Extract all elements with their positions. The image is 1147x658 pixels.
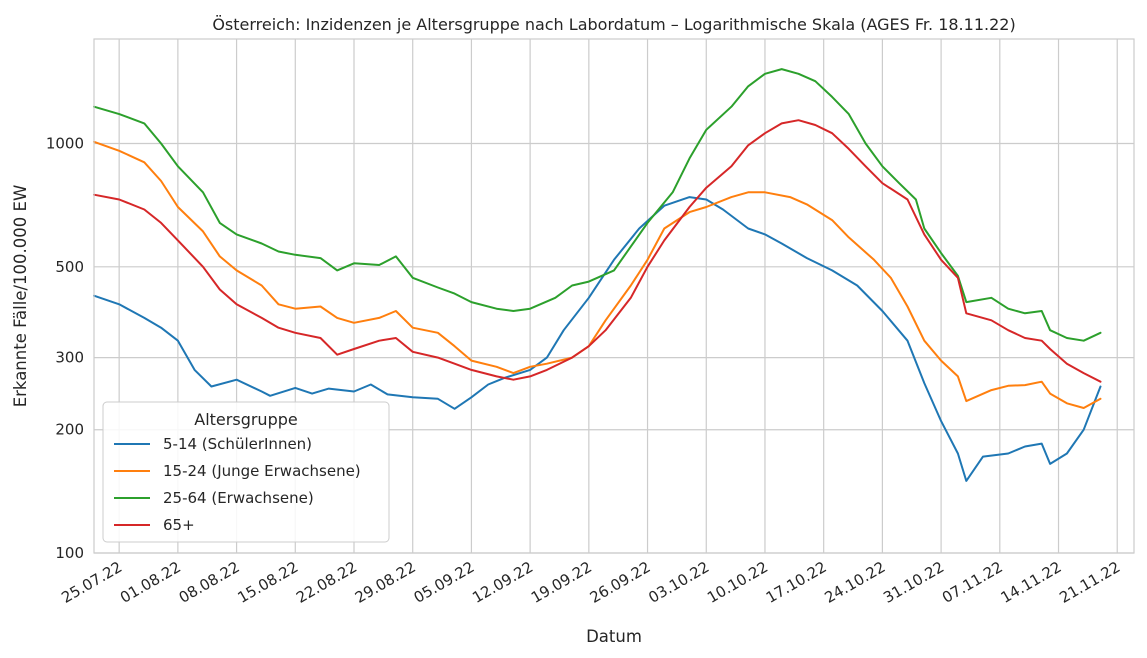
y-tick-label: 200 bbox=[55, 421, 84, 439]
x-tick-label: 24.10.22 bbox=[822, 558, 889, 607]
legend-label: 65+ bbox=[163, 516, 195, 534]
x-tick-labels: 25.07.2201.08.2208.08.2215.08.2222.08.22… bbox=[58, 558, 1123, 607]
x-axis-title: Datum bbox=[586, 627, 642, 646]
x-tick-label: 14.11.22 bbox=[998, 558, 1065, 607]
x-tick-label: 17.10.22 bbox=[763, 558, 830, 607]
y-tick-label: 300 bbox=[55, 349, 84, 367]
legend: Altersgruppe 5-14 (SchülerInnen) 15-24 (J… bbox=[102, 401, 390, 543]
x-tick-label: 21.11.22 bbox=[1056, 558, 1123, 607]
legend-items: 5-14 (SchülerInnen) 15-24 (Junge Erwachse… bbox=[114, 435, 361, 534]
series-line-4 bbox=[93, 119, 1102, 383]
y-axis-title: Erkannte Fälle/100.000 EW bbox=[11, 185, 30, 408]
series-lines bbox=[93, 68, 1102, 482]
legend-label: 15-24 (Junge Erwachsene) bbox=[163, 462, 361, 480]
series-line-1 bbox=[93, 196, 1102, 482]
x-tick-label: 31.10.22 bbox=[880, 558, 947, 607]
legend-label: 5-14 (SchülerInnen) bbox=[163, 435, 312, 453]
x-tick-label: 26.09.22 bbox=[587, 558, 654, 607]
y-tick-label: 500 bbox=[55, 258, 84, 276]
x-tick-label: 01.08.22 bbox=[117, 558, 184, 607]
x-tick-label: 08.08.22 bbox=[176, 558, 243, 607]
series-line-3 bbox=[93, 68, 1102, 342]
y-tick-labels: 100 200 300 500 1000 bbox=[46, 135, 84, 562]
x-tick-label: 10.10.22 bbox=[704, 558, 771, 607]
series-line-2 bbox=[93, 140, 1102, 409]
y-tick-label: 1000 bbox=[46, 135, 84, 153]
x-tick-label: 12.09.22 bbox=[469, 558, 536, 607]
x-tick-label: 03.10.22 bbox=[645, 558, 712, 607]
legend-label: 25-64 (Erwachsene) bbox=[163, 489, 314, 507]
chart-title: Österreich: Inzidenzen je Altersgruppe n… bbox=[212, 15, 1015, 34]
y-tick-label: 100 bbox=[55, 544, 84, 562]
x-tick-label: 22.08.22 bbox=[293, 558, 360, 607]
x-tick-label: 19.09.22 bbox=[528, 558, 595, 607]
x-tick-label: 05.09.22 bbox=[411, 558, 478, 607]
legend-title: Altersgruppe bbox=[194, 410, 297, 429]
x-tick-label: 07.11.22 bbox=[939, 558, 1006, 607]
x-tick-label: 15.08.22 bbox=[234, 558, 301, 607]
legend-box bbox=[102, 401, 390, 543]
x-tick-label: 29.08.22 bbox=[352, 558, 419, 607]
plot-frame bbox=[93, 38, 1135, 554]
x-tick-label: 25.07.22 bbox=[58, 558, 125, 607]
